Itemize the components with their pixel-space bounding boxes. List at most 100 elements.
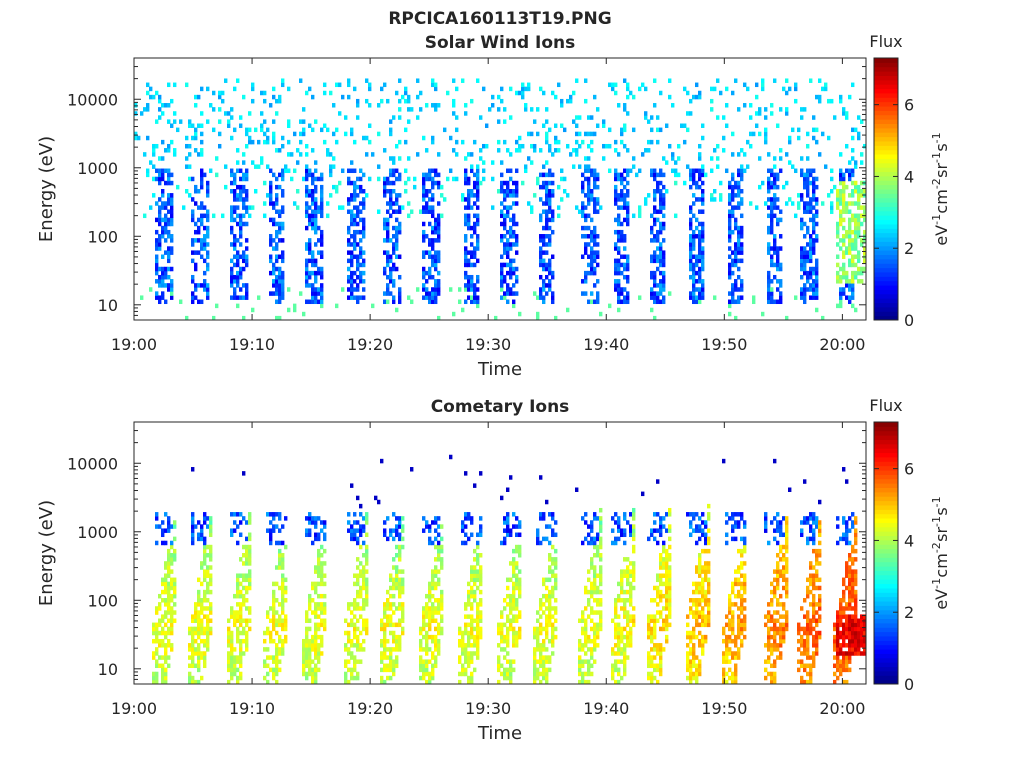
figure-title: RPCICA160113T19.PNG <box>388 9 611 29</box>
spectrogram-cell <box>695 287 699 292</box>
spectrogram-cell <box>860 152 864 157</box>
spectrogram-cell <box>548 225 552 231</box>
spectrogram-cell <box>284 164 288 169</box>
spectrogram-cell <box>536 638 540 644</box>
spectrogram-cell <box>476 168 480 174</box>
spectrogram-cell <box>314 299 318 305</box>
spectrogram-cell <box>767 213 771 219</box>
spectrogram-cell <box>845 295 849 300</box>
spectrogram-cell <box>422 634 426 640</box>
spectrogram-cell <box>695 299 699 305</box>
spectrogram-cell <box>431 520 435 525</box>
spectrogram-cell <box>239 274 243 280</box>
spectrogram-cell <box>368 86 372 92</box>
spectrogram-cell <box>242 184 246 190</box>
spectrogram-cell <box>551 630 555 636</box>
spectrogram-cell <box>476 651 480 656</box>
spectrogram-cell <box>293 168 297 174</box>
spectrogram-cell <box>269 180 273 186</box>
spectrogram-cell <box>608 127 612 133</box>
spectrogram-cell <box>737 295 741 300</box>
spectrogram-cell <box>398 532 402 538</box>
spectrogram-cell <box>200 626 204 632</box>
spectrogram-cell <box>362 250 366 255</box>
spectrogram-cell <box>167 234 171 239</box>
spectrogram-cell <box>542 266 546 272</box>
spectrogram-cell <box>548 622 552 628</box>
spectrogram-cell <box>473 618 477 623</box>
spectrogram-cell <box>356 258 360 264</box>
spectrogram-cell <box>506 638 510 644</box>
spectrogram-cell <box>311 94 315 100</box>
spectrogram-cell <box>269 217 273 223</box>
spectrogram-cell <box>170 544 174 550</box>
colorbar-segment <box>874 306 898 312</box>
spectrogram-cell <box>353 217 357 223</box>
spectrogram-cell <box>512 598 516 603</box>
spectrogram-cell <box>833 115 837 120</box>
spectrogram-cell <box>230 270 234 276</box>
units-part: eV <box>932 225 951 246</box>
spectrogram-cell <box>407 213 411 219</box>
spectrogram-cell <box>809 254 813 259</box>
spectrogram-cell <box>515 189 519 194</box>
spectrogram-cell <box>623 532 627 538</box>
spectrogram-cell <box>545 524 549 529</box>
spectrogram-cell <box>311 172 315 178</box>
spectrogram-cell <box>857 254 861 259</box>
spectrogram-cell <box>359 643 363 648</box>
spectrogram-cell <box>620 299 624 305</box>
spectrogram-cell <box>518 143 522 149</box>
spectrogram-cell <box>239 610 243 615</box>
spectrogram-cell <box>737 193 741 198</box>
spectrogram-cell <box>767 168 771 174</box>
spectrogram-cell <box>632 213 636 219</box>
spectrogram-cell <box>698 234 702 239</box>
spectrogram-cell <box>836 234 840 239</box>
spectrogram-cell <box>500 86 504 92</box>
spectrogram-cell <box>308 643 312 648</box>
spectrogram-cell <box>353 139 357 145</box>
spectrogram-cell <box>383 291 387 296</box>
spectrogram-cell <box>779 291 783 296</box>
spectrogram-cell <box>188 123 192 128</box>
spectrogram-cell <box>194 606 198 611</box>
spectrogram-cell <box>659 197 663 202</box>
spectrogram-cell <box>236 258 240 264</box>
spectrogram-cell <box>542 180 546 186</box>
spectrogram-cell <box>419 667 423 673</box>
spectrogram-cell <box>428 614 432 619</box>
spectrogram-cell <box>278 213 282 219</box>
spectrogram-cell <box>512 270 516 276</box>
spectrogram-cell <box>689 111 693 116</box>
spectrogram-cell <box>356 242 360 247</box>
spectrogram-cell <box>350 528 354 533</box>
spectrogram-cell <box>320 127 324 133</box>
spectrogram-cell <box>479 180 483 186</box>
spectrogram-cell <box>308 606 312 611</box>
spectrogram-cell <box>263 659 267 664</box>
spectrogram-cell <box>653 618 657 623</box>
spectrogram-cell <box>356 299 360 305</box>
spectrogram-cell <box>698 238 702 243</box>
spectrogram-cell <box>371 303 375 309</box>
spectrogram-cell <box>668 143 672 149</box>
spectrogram-cell <box>710 197 714 202</box>
spectrogram-cell <box>404 189 408 194</box>
spectrogram-cell <box>545 634 549 640</box>
spectrogram-cell <box>470 573 474 578</box>
spectrogram-cell <box>548 512 552 517</box>
spectrogram-cell <box>434 565 438 570</box>
spectrogram-cell <box>842 225 846 231</box>
spectrogram-cell <box>428 524 432 529</box>
spectrogram-cell <box>593 209 597 214</box>
spectrogram-cell <box>539 86 543 92</box>
spectrogram-cell <box>191 516 195 521</box>
spectrogram-cell <box>476 606 480 611</box>
spectrogram-cell <box>656 172 660 178</box>
spectrogram-cell <box>692 94 696 100</box>
spectrogram-cell <box>359 229 363 235</box>
spectrogram-cell <box>155 217 159 223</box>
spectrogram-cell <box>197 593 201 599</box>
spectrogram-cell <box>245 221 249 227</box>
